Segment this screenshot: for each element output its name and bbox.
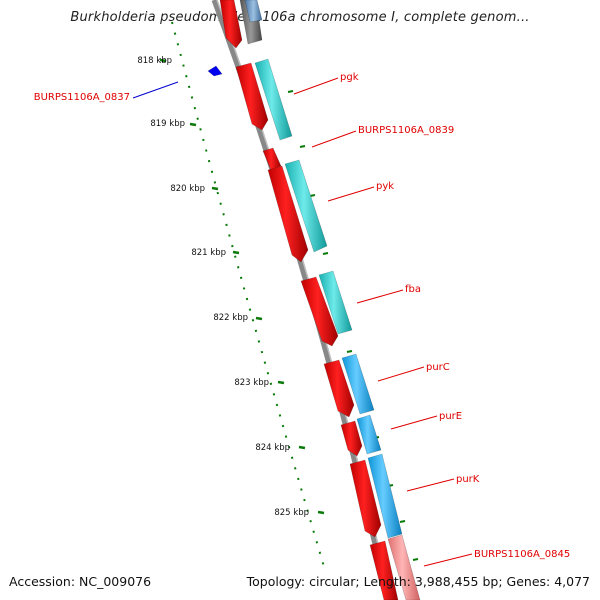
ruler-tick: [255, 316, 263, 321]
minor-tick: [287, 90, 294, 93]
ruler-tick-label: 824 kbp: [255, 443, 290, 453]
minor-tick: [299, 145, 306, 148]
gene-leader-line: [327, 186, 375, 202]
ruler-tick: [317, 510, 325, 515]
gene-label-fba[interactable]: fba: [405, 284, 421, 295]
genome-summary-text: Topology: circular; Length: 3,988,455 bp…: [246, 574, 590, 589]
gene-arrow-pyk-cds[interactable]: [267, 165, 309, 263]
gene-leader-line: [293, 77, 339, 95]
gene-leader-line: [132, 81, 179, 99]
gene-label-pure[interactable]: purE: [439, 411, 462, 422]
gene-arrow-pure-cds[interactable]: [340, 420, 363, 457]
minor-tick: [399, 520, 406, 523]
ruler-tick-label: 819 kbp: [150, 119, 185, 129]
gene-arrow-steel[interactable]: [244, 0, 263, 23]
gene-leader-line: [311, 130, 357, 148]
gene-arrow-0837[interactable]: [207, 65, 223, 77]
gene-label-burps1106a-0839[interactable]: BURPS1106A_0839: [358, 125, 454, 136]
gene-leader-line: [356, 289, 404, 304]
gene-label-purc[interactable]: purC: [426, 362, 450, 373]
gene-arrow-0845[interactable]: [387, 534, 421, 600]
ruler-tick: [189, 122, 197, 127]
minor-tick: [346, 350, 353, 353]
gene-label-pyk[interactable]: pyk: [376, 181, 394, 192]
ruler-tick: [232, 250, 240, 255]
minor-tick: [309, 194, 316, 197]
minor-tick: [322, 252, 329, 255]
gene-arrow-0845-cds[interactable]: [369, 540, 399, 600]
gene-arrow-fba-cds[interactable]: [300, 276, 339, 347]
gene-arrow-purk-cds[interactable]: [349, 459, 382, 538]
ruler-tick: [277, 380, 285, 385]
gene-arrow-pure[interactable]: [356, 414, 382, 455]
ruler-tick-label: 820 kbp: [170, 184, 205, 194]
gene-label-burps1106a-0845[interactable]: BURPS1106A_0845: [474, 549, 570, 560]
gene-arrow-purk[interactable]: [367, 453, 403, 539]
gene-arrow-0839-cds[interactable]: [262, 147, 282, 171]
gene-arrow-pgk[interactable]: [254, 58, 293, 141]
ruler-tick-label: 821 kbp: [191, 248, 226, 258]
gene-leader-line: [423, 553, 473, 567]
ruler-tick-label: 823 kbp: [234, 378, 269, 388]
gene-arrow-red[interactable]: [219, 0, 243, 49]
gene-leader-line: [377, 366, 425, 382]
ruler-ticks: 818 kbp 819 kbp 820 kbp 821 kbp 822 kbp 823 k…: [137, 56, 419, 561]
ruler-tick: [298, 445, 306, 450]
gene-leader-line: [390, 415, 438, 430]
gene-label-burps1106a-0837[interactable]: BURPS1106A_0837: [34, 92, 130, 103]
minor-tick: [412, 558, 419, 561]
gene-arrow-pyk[interactable]: [284, 159, 328, 253]
gene-arrow-purc[interactable]: [341, 353, 375, 415]
ruler-tick-label: 818 kbp: [137, 56, 172, 66]
ruler-tick-label: 825 kbp: [274, 508, 309, 518]
gene-label-pgk[interactable]: pgk: [340, 72, 359, 83]
gene-leader-line: [406, 478, 455, 492]
gene-features: [207, 0, 421, 600]
map-title: Burkholderia pseudomallei 1106a chromoso…: [70, 10, 530, 25]
accession-text: Accession: NC_009076: [9, 574, 152, 589]
gene-arrow-purc-cds[interactable]: [323, 359, 355, 418]
ruler-tick: [211, 186, 219, 191]
ruler-tick: [159, 58, 167, 63]
ruler-tick-label: 822 kbp: [213, 313, 248, 323]
gene-arrow-pgk-cds[interactable]: [235, 62, 269, 131]
gene-label-purk[interactable]: purK: [456, 474, 480, 485]
gene-arrow-fba[interactable]: [318, 270, 353, 335]
